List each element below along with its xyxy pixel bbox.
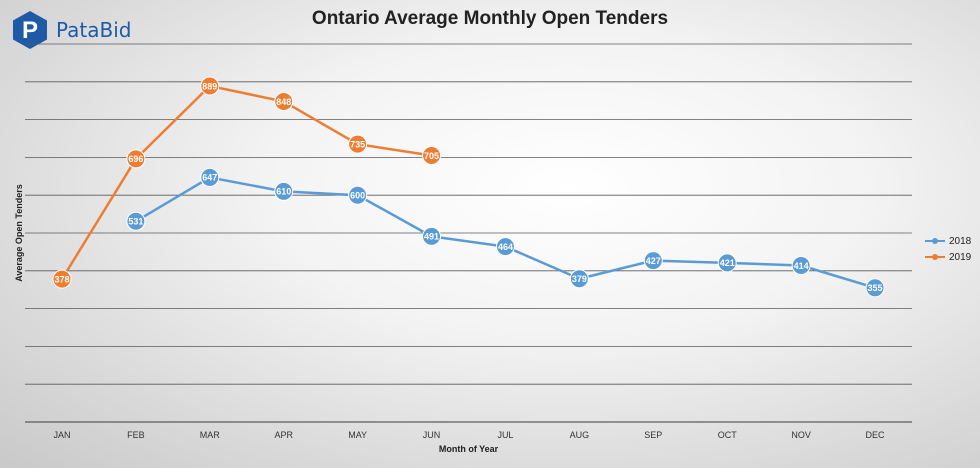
x-axis-title: Month of Year: [439, 444, 499, 454]
data-point: [274, 181, 294, 201]
x-tick-label: SEP: [644, 430, 662, 440]
data-label: 414: [794, 261, 809, 271]
data-label: 491: [424, 232, 439, 242]
data-point: [126, 211, 146, 231]
data-label: 705: [424, 151, 439, 161]
x-tick-label: AUG: [570, 430, 590, 440]
data-label: 735: [350, 139, 365, 149]
x-tick-label: NOV: [791, 430, 811, 440]
legend-line-marker-icon: [925, 236, 945, 246]
data-label: 889: [202, 81, 217, 91]
data-label: 378: [54, 274, 69, 284]
data-label: 421: [720, 258, 735, 268]
data-label: 600: [350, 191, 365, 201]
chart-title: Ontario Average Monthly Open Tenders: [311, 8, 669, 29]
data-point: [52, 269, 72, 289]
data-label: 531: [128, 217, 143, 227]
x-tick-label: OCT: [718, 430, 738, 440]
data-label: 355: [868, 283, 883, 293]
data-label: 647: [202, 173, 217, 183]
data-point: [422, 226, 442, 246]
legend: 2018 2019: [925, 233, 971, 265]
data-label: 427: [646, 256, 661, 266]
series: 531 647 610 600 491 464 379 427 421 414 355 378 696 8…: [52, 76, 885, 298]
data-point: [126, 149, 146, 169]
legend-item: 2019: [925, 249, 971, 265]
legend-line-marker-icon: [925, 252, 945, 262]
data-point: [200, 76, 220, 96]
x-tick-label: DEC: [866, 430, 886, 440]
logo-letter: P: [22, 17, 38, 44]
y-axis-title: Average Open Tenders: [14, 184, 24, 282]
data-point: [865, 278, 885, 298]
data-point: [274, 91, 294, 111]
x-tick-label: MAY: [348, 430, 367, 440]
x-tick-label: MAR: [200, 430, 221, 440]
x-tick-label: JUN: [423, 430, 441, 440]
data-point: [422, 146, 442, 166]
series-2019: 378 696 889 848 735 705: [52, 76, 442, 289]
series-2018: 531 647 610 600 491 464 379 427 421 414 355: [126, 167, 885, 298]
data-label: 610: [276, 187, 291, 197]
data-label: 848: [276, 97, 291, 107]
data-label: 464: [498, 242, 513, 252]
data-point: [200, 167, 220, 187]
legend-item: 2018: [925, 233, 971, 249]
data-point: [348, 185, 368, 205]
data-label: 379: [572, 274, 587, 284]
gridlines: [25, 43, 912, 385]
data-point: [643, 251, 663, 271]
brand-logo: P PataBid: [10, 10, 132, 50]
data-label: 696: [128, 154, 143, 164]
x-tick-label: JAN: [53, 430, 70, 440]
legend-label: 2019: [949, 251, 972, 263]
series-line: [60, 84, 432, 280]
data-point: [348, 134, 368, 154]
data-point: [791, 256, 811, 276]
legend-label: 2018: [949, 235, 972, 247]
x-tick-label: JUL: [497, 430, 513, 440]
x-tick-label: APR: [274, 430, 293, 440]
axes: JAN FEB MAR APR MAY JUN JUL AUG SEP OCT NOV DEC Mont…: [14, 184, 912, 454]
data-point: [717, 253, 737, 273]
patabid-logo-icon: P: [13, 11, 47, 49]
x-tick-label: FEB: [127, 430, 145, 440]
data-point: [495, 237, 515, 257]
data-point: [569, 269, 589, 289]
brand-name: PataBid: [56, 18, 132, 42]
